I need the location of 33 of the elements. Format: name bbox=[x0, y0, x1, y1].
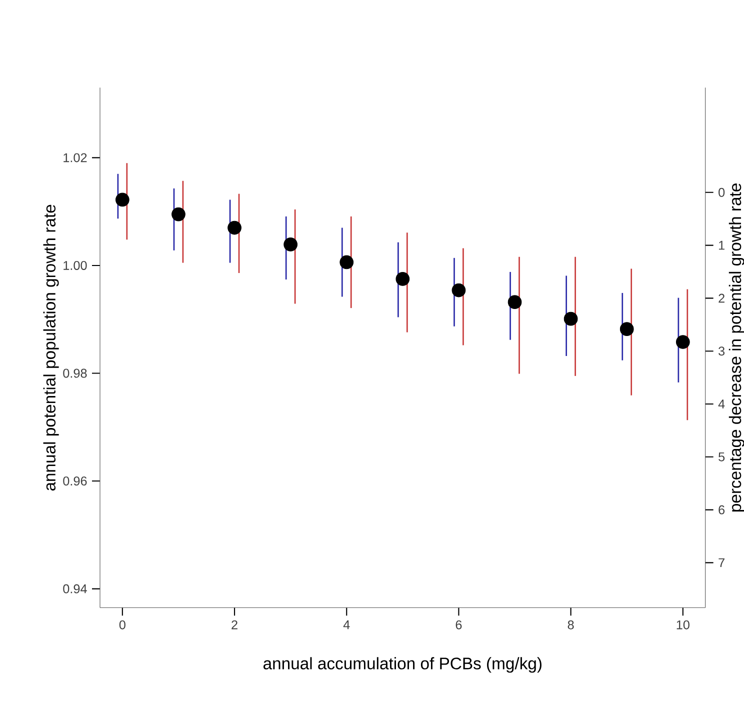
y2-tick-label: 7 bbox=[718, 558, 724, 568]
point bbox=[508, 295, 522, 310]
y2-tick-label: 2 bbox=[718, 294, 724, 303]
point bbox=[284, 238, 298, 252]
y2-tick-label: 5 bbox=[718, 452, 725, 462]
point bbox=[564, 312, 578, 326]
y-tick-label: 0.94 bbox=[63, 584, 87, 594]
x-tick-label: 6 bbox=[456, 620, 462, 630]
point bbox=[340, 255, 354, 270]
point bbox=[115, 192, 130, 207]
point bbox=[452, 283, 466, 298]
x-axis-title: annual accumulation of PCBs (mg/kg) bbox=[264, 657, 542, 673]
y2-tick-label: 3 bbox=[718, 346, 725, 356]
point bbox=[676, 335, 690, 349]
y2-axis-title: percentage decrease in potential growth rate bbox=[728, 184, 744, 512]
y2-tick-label: 0 bbox=[718, 188, 725, 197]
point bbox=[228, 220, 242, 235]
x-tick-label: 2 bbox=[232, 620, 238, 630]
y2-tick-label: 1 bbox=[719, 240, 724, 250]
x-tick-label: 8 bbox=[568, 620, 574, 630]
x-tick-label: 10 bbox=[676, 620, 690, 630]
y2-tick-label: 6 bbox=[718, 505, 725, 514]
point bbox=[620, 322, 634, 336]
point bbox=[396, 272, 410, 286]
y-tick-label: 0.96 bbox=[63, 476, 87, 486]
x-tick-label: 0 bbox=[119, 620, 126, 630]
y-axis-title: annual potential population growth rate bbox=[43, 204, 59, 491]
y-tick-label: 0.98 bbox=[63, 368, 87, 378]
y2-tick-label: 4 bbox=[718, 400, 725, 408]
y-tick-label: 1.02 bbox=[64, 153, 87, 162]
y-tick-label: 1.00 bbox=[64, 260, 87, 270]
x-tick-label: 4 bbox=[343, 620, 350, 630]
point bbox=[172, 207, 186, 222]
